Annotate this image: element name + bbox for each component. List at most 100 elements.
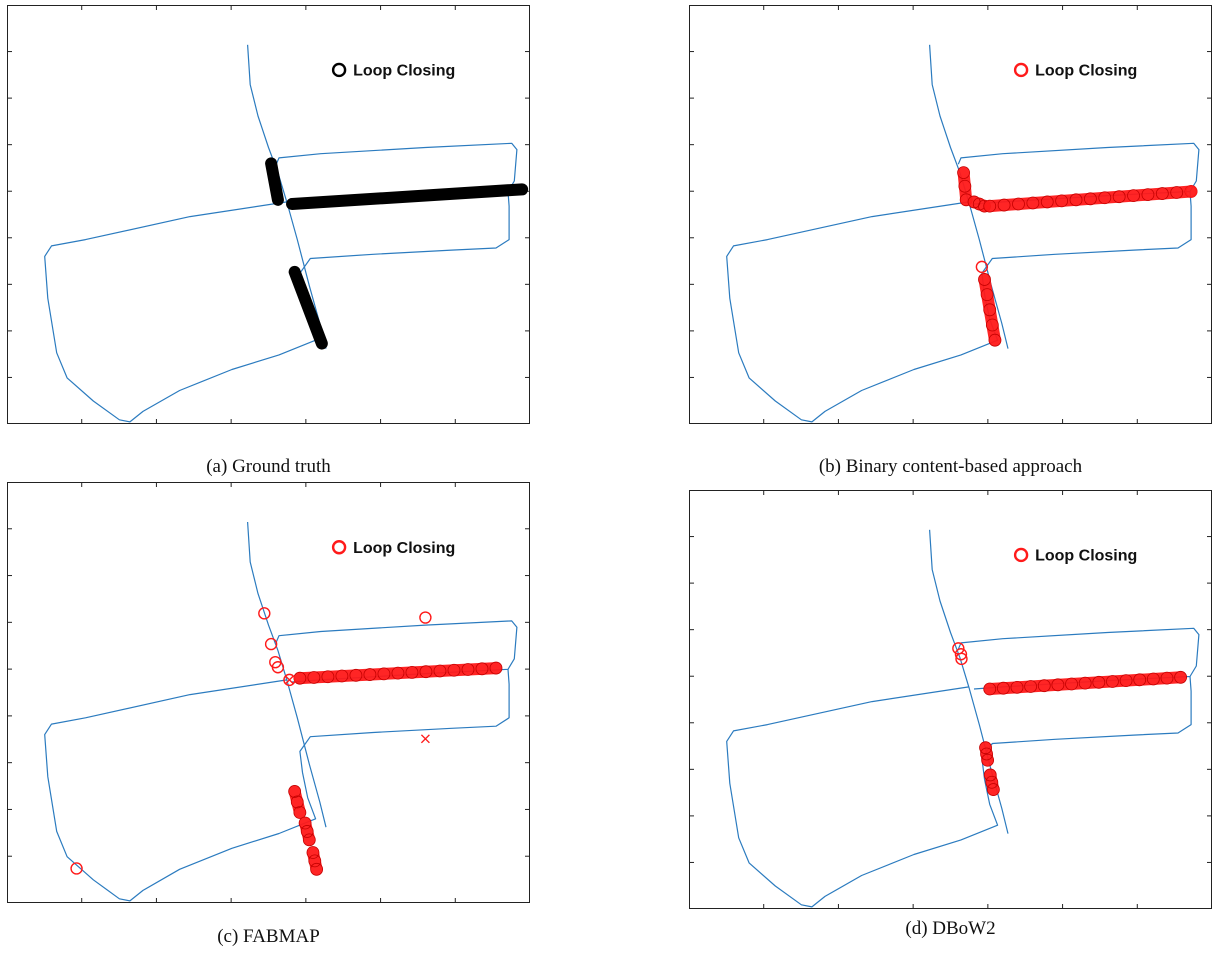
trajectory-line bbox=[726, 191, 1192, 423]
loop-closure-marker bbox=[980, 288, 994, 302]
cross-marker bbox=[284, 675, 294, 685]
legend-label: Loop Closing bbox=[353, 62, 455, 79]
loop-closure-marker bbox=[983, 682, 997, 696]
loop-closure-marker bbox=[1133, 673, 1147, 687]
plot-area-dbow2: Loop Closing bbox=[689, 490, 1212, 909]
trajectory-line bbox=[44, 669, 510, 902]
loop-closure-marker bbox=[433, 664, 447, 678]
loop-closure-marker bbox=[955, 652, 968, 666]
loop-closure-marker bbox=[447, 663, 461, 677]
legend-marker bbox=[1013, 62, 1029, 78]
loop-closure-band bbox=[978, 273, 1001, 347]
loop-closure-marker bbox=[1170, 186, 1184, 199]
loop-closure-marker bbox=[302, 833, 316, 847]
loop-closure-marker bbox=[985, 318, 999, 332]
loop-closure-marker bbox=[258, 607, 271, 620]
loop-closure-marker bbox=[983, 768, 997, 782]
axes-frame bbox=[7, 5, 530, 424]
caption-binary-content-based: (b) Binary content-based approach bbox=[818, 456, 1083, 477]
loop-closure-marker bbox=[1024, 680, 1038, 693]
loop-closure-marker bbox=[1146, 672, 1160, 686]
loop-closure-marker bbox=[306, 846, 320, 859]
loop-closure-marker bbox=[985, 775, 999, 789]
loop-closure-band bbox=[265, 157, 284, 206]
loop-closure-marker bbox=[307, 671, 321, 684]
loop-closure-band bbox=[983, 671, 1187, 696]
loop-closure-marker bbox=[981, 753, 995, 767]
loop-closure-marker bbox=[321, 670, 335, 684]
loop-closure-marker bbox=[363, 668, 377, 681]
loop-closure-marker bbox=[419, 665, 433, 679]
loop-closure-band bbox=[983, 185, 1198, 213]
loop-closure-marker bbox=[377, 667, 391, 681]
caption-fabmap: (c) FABMAP bbox=[217, 926, 320, 947]
loop-closure-band bbox=[286, 183, 529, 211]
loop-closure-marker bbox=[1141, 188, 1155, 201]
loop-closure-marker bbox=[475, 662, 489, 676]
plot-area-fabmap: Loop Closing bbox=[7, 482, 530, 903]
legend-marker bbox=[331, 540, 347, 555]
loop-closure-marker bbox=[1084, 192, 1097, 206]
loop-closure-band bbox=[288, 265, 328, 350]
trajectory-line bbox=[247, 44, 327, 349]
axes-frame bbox=[689, 490, 1212, 909]
loop-closure-marker bbox=[979, 741, 992, 755]
legend-marker bbox=[1013, 547, 1029, 563]
panel-dbow2: Loop Closing bbox=[689, 490, 1212, 909]
loop-closure-marker bbox=[1184, 185, 1198, 198]
loop-closure-marker bbox=[978, 273, 991, 286]
panel-ground-truth: Loop Closing bbox=[7, 5, 530, 424]
loop-closure-band bbox=[957, 166, 973, 206]
loop-closure-marker bbox=[391, 666, 405, 680]
loop-closure-marker bbox=[1026, 196, 1040, 210]
loop-closure-marker bbox=[271, 661, 285, 674]
legend-label: Loop Closing bbox=[1035, 547, 1137, 564]
loop-closure-marker bbox=[988, 333, 1002, 347]
loop-closure-marker bbox=[1069, 193, 1083, 207]
loop-closure-marker bbox=[264, 637, 278, 651]
loop-closure-marker bbox=[1127, 189, 1140, 203]
legend-label: Loop Closing bbox=[353, 540, 455, 557]
caption-dbow2: (d) DBoW2 bbox=[905, 918, 996, 939]
loop-closure-marker bbox=[283, 673, 296, 687]
cross-marker bbox=[420, 734, 430, 744]
loop-closure-marker bbox=[310, 862, 324, 876]
loop-closure-marker bbox=[1010, 680, 1024, 694]
loop-closure-marker bbox=[293, 806, 307, 819]
loop-closure-marker bbox=[461, 663, 475, 676]
caption-ground-truth: (a) Ground truth bbox=[206, 456, 331, 477]
loop-closure-marker bbox=[298, 816, 312, 830]
loop-closure-marker bbox=[997, 198, 1011, 212]
loop-closure-marker bbox=[958, 179, 972, 193]
trajectory-line bbox=[726, 676, 1192, 908]
plot-area-binary-content-based: Loop Closing bbox=[689, 5, 1212, 424]
loop-closure-marker bbox=[335, 669, 349, 683]
loop-closure-marker bbox=[1065, 677, 1078, 691]
loop-closure-marker bbox=[1040, 195, 1054, 209]
loop-closure-marker bbox=[1037, 679, 1051, 693]
loop-closure-marker bbox=[290, 795, 304, 809]
loop-closure-marker bbox=[1051, 678, 1065, 692]
loop-closure-marker bbox=[1055, 194, 1069, 208]
loop-closure-marker bbox=[1098, 191, 1112, 205]
loop-closure-marker bbox=[957, 166, 970, 180]
loop-closure-marker bbox=[70, 862, 83, 875]
loop-closure-marker bbox=[1155, 187, 1169, 200]
loop-closure-marker bbox=[1112, 190, 1126, 204]
loop-closure-marker bbox=[1174, 670, 1188, 684]
loop-closure-marker bbox=[300, 825, 314, 838]
loop-closure-marker bbox=[996, 681, 1010, 695]
loop-closure-marker bbox=[419, 611, 432, 624]
loop-closure-marker bbox=[983, 199, 997, 213]
loop-closure-marker bbox=[975, 260, 989, 274]
loop-closure-marker bbox=[986, 783, 1000, 796]
trajectory-line bbox=[44, 191, 510, 423]
panel-binary-content-based: Loop Closing bbox=[689, 5, 1212, 424]
loop-closure-marker bbox=[1160, 671, 1174, 685]
loop-closure-marker bbox=[954, 648, 968, 661]
panel-fabmap: Loop Closing bbox=[7, 482, 530, 903]
loop-closure-marker bbox=[1092, 675, 1106, 689]
loop-closure-marker bbox=[1012, 197, 1025, 211]
plot-area-ground-truth: Loop Closing bbox=[7, 5, 530, 424]
loop-closure-marker bbox=[293, 671, 307, 685]
